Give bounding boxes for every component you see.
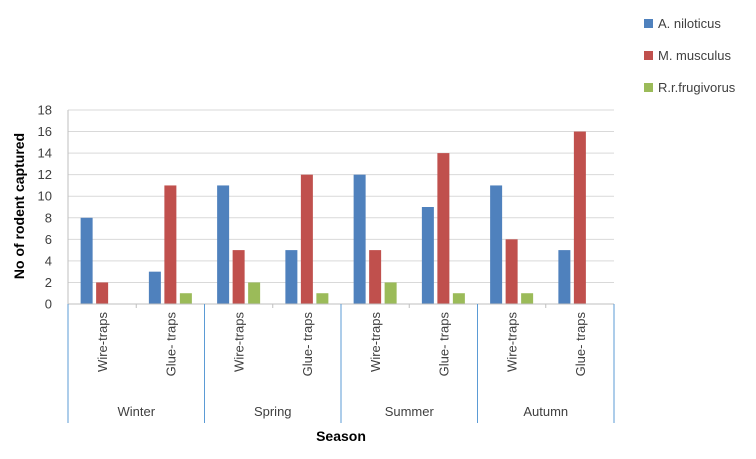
bar	[232, 250, 245, 304]
x-tick-label: Glue- traps	[163, 312, 178, 377]
x-tick-label: Glue- traps	[573, 312, 588, 377]
bar	[490, 185, 503, 304]
y-axis-title: No of rodent captured	[11, 133, 27, 279]
bar	[437, 153, 450, 304]
y-tick-label: 18	[38, 103, 52, 118]
bar	[353, 174, 366, 304]
y-tick-label: 14	[38, 146, 52, 161]
x-category-labels: Wire-traps Glue- traps Wire-traps Glue- tra…	[95, 312, 588, 419]
legend-swatch	[644, 19, 653, 28]
bar	[80, 217, 93, 304]
legend-label: M. musculus	[658, 48, 731, 63]
bar	[248, 282, 261, 304]
bar	[521, 293, 534, 304]
x-tick-label: Glue- traps	[436, 312, 451, 377]
legend-swatch	[644, 83, 653, 92]
bar	[96, 282, 109, 304]
y-tick-label: 10	[38, 189, 52, 204]
axes	[67, 110, 615, 423]
season-label: Autumn	[523, 404, 568, 419]
y-tick-label: 16	[38, 124, 52, 139]
x-tick-label: Wire-traps	[505, 312, 520, 372]
bar	[217, 185, 230, 304]
x-tick-label: Glue- traps	[300, 312, 315, 377]
bar	[369, 250, 382, 304]
y-tick-labels: 0 2 4 6 8 10 12 14 16 18	[38, 103, 52, 312]
y-tick-label: 8	[45, 210, 52, 225]
legend-label: A. niloticus	[658, 16, 721, 31]
y-tick-label: 2	[45, 275, 52, 290]
bar	[285, 250, 298, 304]
y-tick-label: 4	[45, 253, 52, 268]
x-tick-label: Wire-traps	[232, 312, 247, 372]
season-label: Summer	[385, 404, 435, 419]
bar	[384, 282, 397, 304]
bar	[164, 185, 177, 304]
bar	[421, 207, 434, 304]
x-axis-title: Season	[316, 428, 366, 444]
gridlines	[68, 109, 614, 283]
x-tick-label: Wire-traps	[368, 312, 383, 372]
y-tick-label: 0	[45, 297, 52, 312]
bar	[452, 293, 465, 304]
legend: A. niloticus M. musculus R.r.frugivorus	[644, 16, 736, 95]
season-label: Spring	[254, 404, 292, 419]
y-tick-label: 6	[45, 232, 52, 247]
bar	[300, 174, 313, 304]
bar	[148, 271, 161, 304]
bar	[179, 293, 192, 304]
bar	[573, 131, 586, 304]
bar	[558, 250, 571, 304]
bars	[80, 131, 586, 304]
season-label: Winter	[117, 404, 155, 419]
x-tick-label: Wire-traps	[95, 312, 110, 372]
legend-label: R.r.frugivorus	[658, 80, 736, 95]
y-tick-label: 12	[38, 167, 52, 182]
bar	[505, 239, 518, 304]
bar	[316, 293, 329, 304]
legend-swatch	[644, 51, 653, 60]
